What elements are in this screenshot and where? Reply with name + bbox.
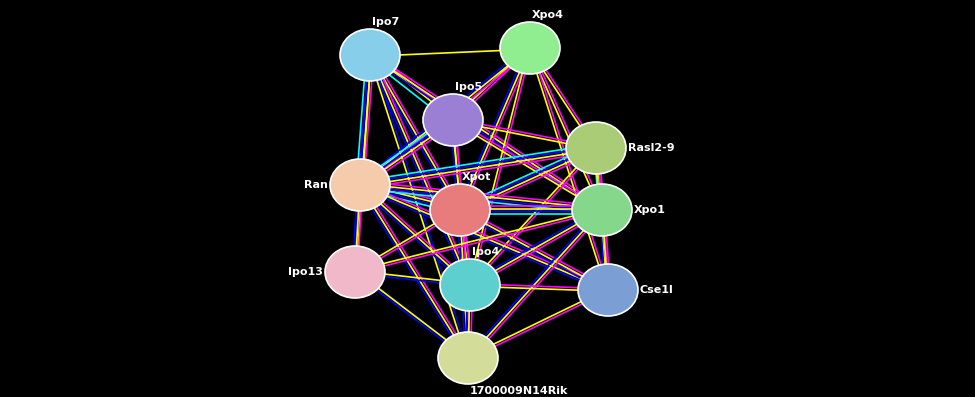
Ellipse shape: [512, 33, 548, 64]
Text: 1700009N14Rik: 1700009N14Rik: [470, 386, 568, 396]
Ellipse shape: [590, 274, 626, 306]
Ellipse shape: [435, 104, 471, 136]
Ellipse shape: [566, 122, 626, 174]
Ellipse shape: [440, 259, 500, 311]
Ellipse shape: [330, 159, 390, 211]
Ellipse shape: [572, 184, 632, 236]
Ellipse shape: [438, 332, 498, 384]
Ellipse shape: [500, 22, 560, 74]
Ellipse shape: [336, 256, 373, 287]
Text: Rasl2-9: Rasl2-9: [628, 143, 675, 153]
Ellipse shape: [430, 184, 490, 236]
Ellipse shape: [352, 39, 388, 71]
Ellipse shape: [340, 29, 400, 81]
Ellipse shape: [578, 264, 638, 316]
Text: Cse1l: Cse1l: [640, 285, 674, 295]
Text: Ipo5: Ipo5: [455, 82, 482, 92]
Ellipse shape: [442, 195, 478, 225]
Ellipse shape: [578, 133, 614, 164]
Ellipse shape: [584, 195, 620, 225]
Text: Ran: Ran: [304, 180, 328, 190]
Ellipse shape: [451, 270, 488, 301]
Text: Ipo13: Ipo13: [289, 267, 323, 277]
Ellipse shape: [449, 342, 487, 374]
Text: Ipo4: Ipo4: [472, 247, 499, 257]
Ellipse shape: [423, 94, 483, 146]
Ellipse shape: [342, 170, 378, 200]
Text: Xpo4: Xpo4: [532, 10, 564, 20]
Text: Xpo1: Xpo1: [634, 205, 666, 215]
Ellipse shape: [325, 246, 385, 298]
Text: Ipo7: Ipo7: [372, 17, 399, 27]
Text: Xpot: Xpot: [462, 172, 491, 182]
